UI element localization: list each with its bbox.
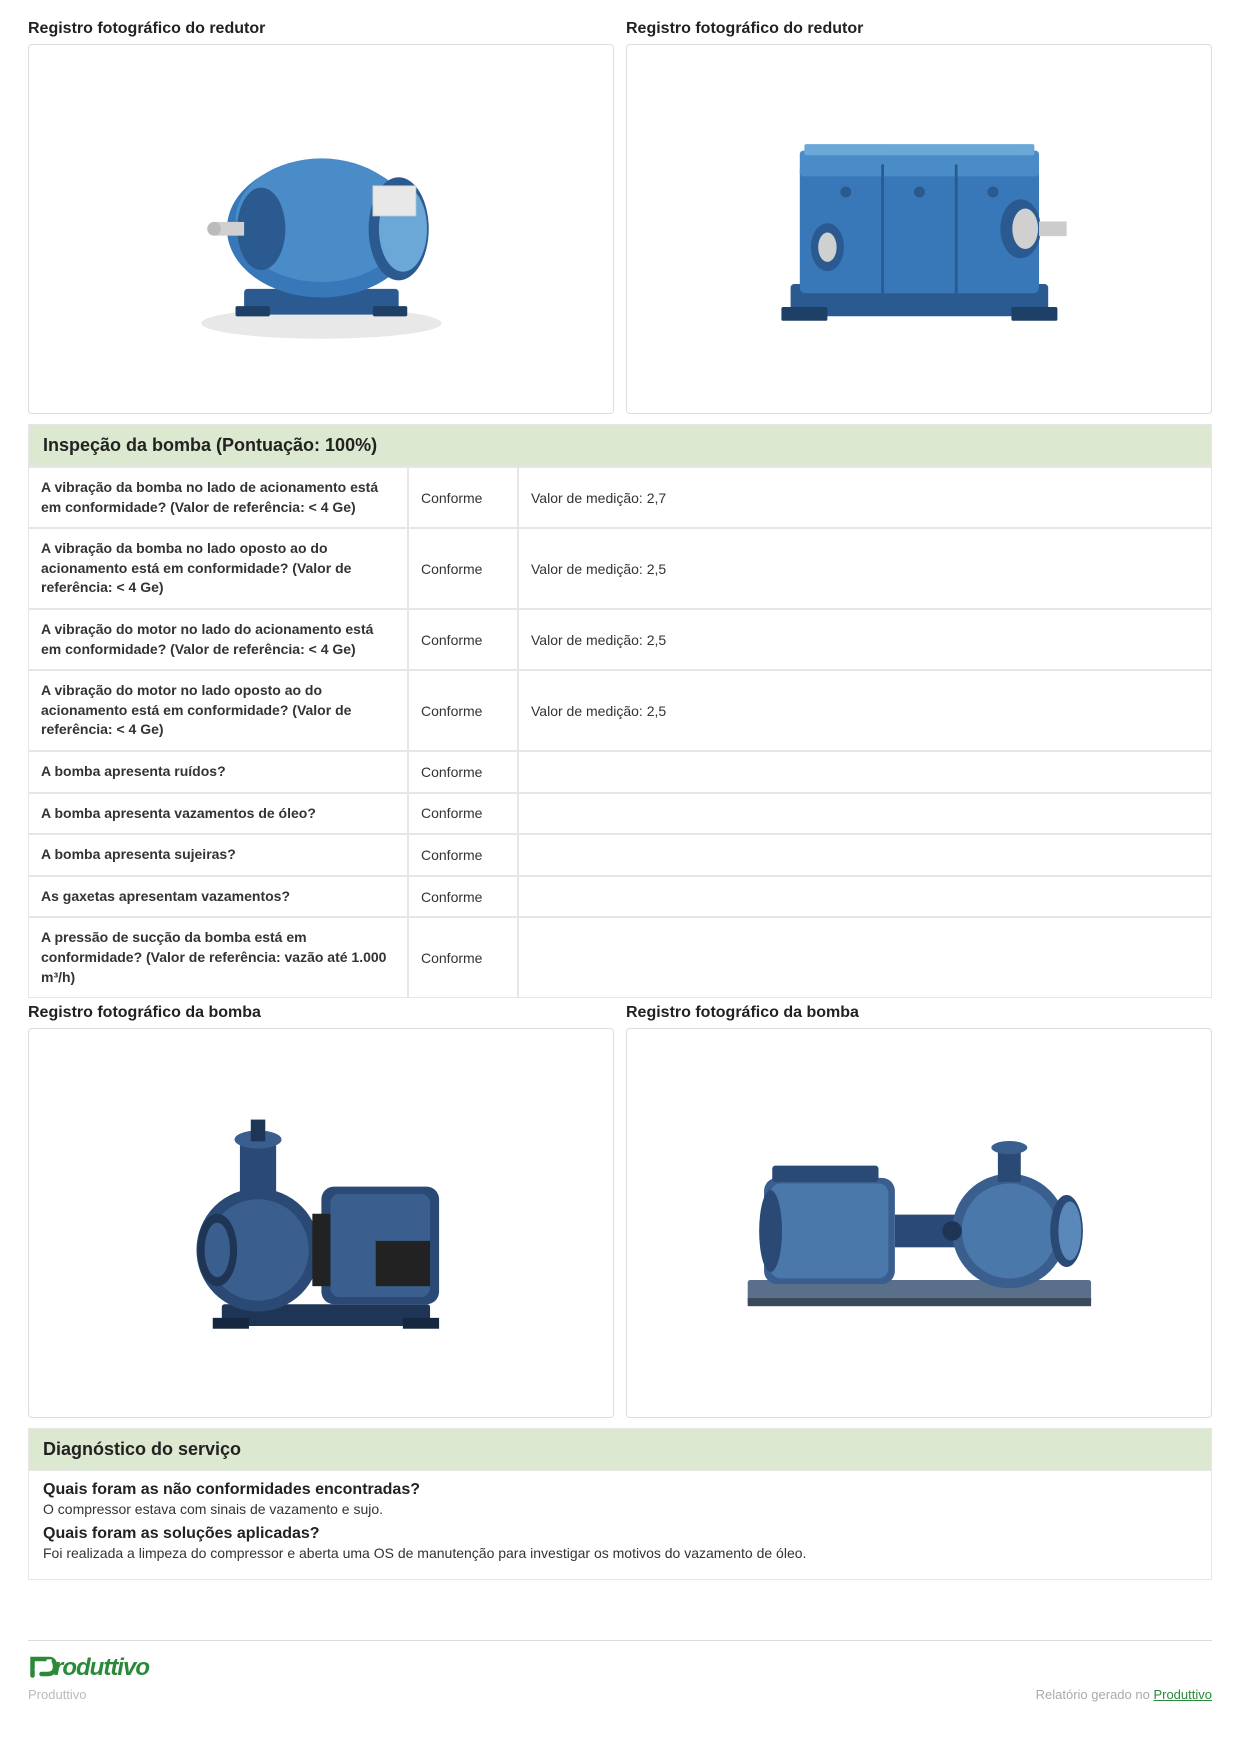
inspection-status: Conforme	[408, 467, 518, 528]
bomba-image-1	[117, 1087, 526, 1359]
inspection-question: A pressão de sucção da bomba está em con…	[28, 917, 408, 998]
photo-label: Registro fotográfico da bomba	[626, 1004, 1212, 1022]
bomba-image-2	[715, 1087, 1124, 1359]
inspection-status: Conforme	[408, 670, 518, 751]
photo-col-left: Registro fotográfico da bomba	[28, 1004, 614, 1418]
photo-box-bomba-1	[28, 1028, 614, 1418]
diag-q2: Quais foram as soluções aplicadas?	[43, 1525, 1197, 1543]
inspection-status: Conforme	[408, 609, 518, 670]
brand-logo: roduttivo	[28, 1653, 149, 1683]
table-row: As gaxetas apresentam vazamentos?Conform…	[28, 876, 1212, 918]
inspection-value	[518, 876, 1212, 918]
inspection-question: As gaxetas apresentam vazamentos?	[28, 876, 408, 918]
photo-label: Registro fotográfico do redutor	[626, 20, 1212, 38]
photo-label: Registro fotográfico do redutor	[28, 20, 614, 38]
diagnosis-header: Diagnóstico do serviço	[28, 1428, 1212, 1471]
table-row: A bomba apresenta sujeiras?Conforme	[28, 834, 1212, 876]
redutor-image-2	[715, 100, 1124, 358]
diag-a2: Foi realizada a limpeza do compressor e …	[43, 1545, 1197, 1561]
photo-box-redutor-1	[28, 44, 614, 414]
photo-box-redutor-2	[626, 44, 1212, 414]
inspection-table: A vibração da bomba no lado de acionamen…	[28, 467, 1212, 998]
inspection-question: A vibração da bomba no lado de acionamen…	[28, 467, 408, 528]
footer: roduttivo Produttivo Relatório gerado no…	[28, 1640, 1212, 1702]
inspection-question: A vibração do motor no lado do acionamen…	[28, 609, 408, 670]
inspection-question: A vibração do motor no lado oposto ao do…	[28, 670, 408, 751]
photo-col-left: Registro fotográfico do redutor	[28, 20, 614, 414]
diag-q1: Quais foram as não conformidades encontr…	[43, 1481, 1197, 1499]
inspection-value: Valor de medição: 2,5	[518, 609, 1212, 670]
footer-left: roduttivo Produttivo	[28, 1653, 149, 1702]
inspection-value	[518, 751, 1212, 793]
inspection-value	[518, 834, 1212, 876]
photo-label: Registro fotográfico da bomba	[28, 1004, 614, 1022]
table-row: A vibração da bomba no lado oposto ao do…	[28, 528, 1212, 609]
table-row: A bomba apresenta vazamentos de óleo?Con…	[28, 793, 1212, 835]
inspection-value: Valor de medição: 2,5	[518, 670, 1212, 751]
photo-box-bomba-2	[626, 1028, 1212, 1418]
diag-a1: O compressor estava com sinais de vazame…	[43, 1501, 1197, 1517]
redutor-image-1	[117, 100, 526, 358]
inspection-status: Conforme	[408, 834, 518, 876]
inspection-status: Conforme	[408, 528, 518, 609]
inspection-status: Conforme	[408, 793, 518, 835]
inspection-value: Valor de medição: 2,7	[518, 467, 1212, 528]
footer-right-prefix: Relatório gerado no	[1036, 1687, 1154, 1702]
photo-col-right: Registro fotográfico do redutor	[626, 20, 1212, 414]
inspection-question: A bomba apresenta vazamentos de óleo?	[28, 793, 408, 835]
inspection-value: Valor de medição: 2,5	[518, 528, 1212, 609]
table-row: A vibração do motor no lado oposto ao do…	[28, 670, 1212, 751]
brand-text: roduttivo	[54, 1654, 149, 1682]
photo-row-bomba: Registro fotográfico da bomba Registro f	[28, 1004, 1212, 1418]
photo-col-right: Registro fotográfico da bomba	[626, 1004, 1212, 1418]
table-row: A pressão de sucção da bomba está em con…	[28, 917, 1212, 998]
table-row: A bomba apresenta ruídos?Conforme	[28, 751, 1212, 793]
inspection-value	[518, 917, 1212, 998]
brand-logo-icon	[28, 1653, 58, 1683]
diagnosis-block: Quais foram as não conformidades encontr…	[28, 1471, 1212, 1580]
inspection-question: A bomba apresenta sujeiras?	[28, 834, 408, 876]
footer-right: Relatório gerado no Produttivo	[1036, 1687, 1212, 1702]
inspection-question: A bomba apresenta ruídos?	[28, 751, 408, 793]
inspection-status: Conforme	[408, 917, 518, 998]
table-row: A vibração da bomba no lado de acionamen…	[28, 467, 1212, 528]
footer-sub: Produttivo	[28, 1687, 149, 1702]
inspection-header: Inspeção da bomba (Pontuação: 100%)	[28, 424, 1212, 467]
inspection-question: A vibração da bomba no lado oposto ao do…	[28, 528, 408, 609]
footer-link[interactable]: Produttivo	[1153, 1687, 1212, 1702]
table-row: A vibração do motor no lado do acionamen…	[28, 609, 1212, 670]
inspection-status: Conforme	[408, 876, 518, 918]
inspection-value	[518, 793, 1212, 835]
inspection-status: Conforme	[408, 751, 518, 793]
photo-row-redutor: Registro fotográfico do redutor Registro…	[28, 20, 1212, 414]
